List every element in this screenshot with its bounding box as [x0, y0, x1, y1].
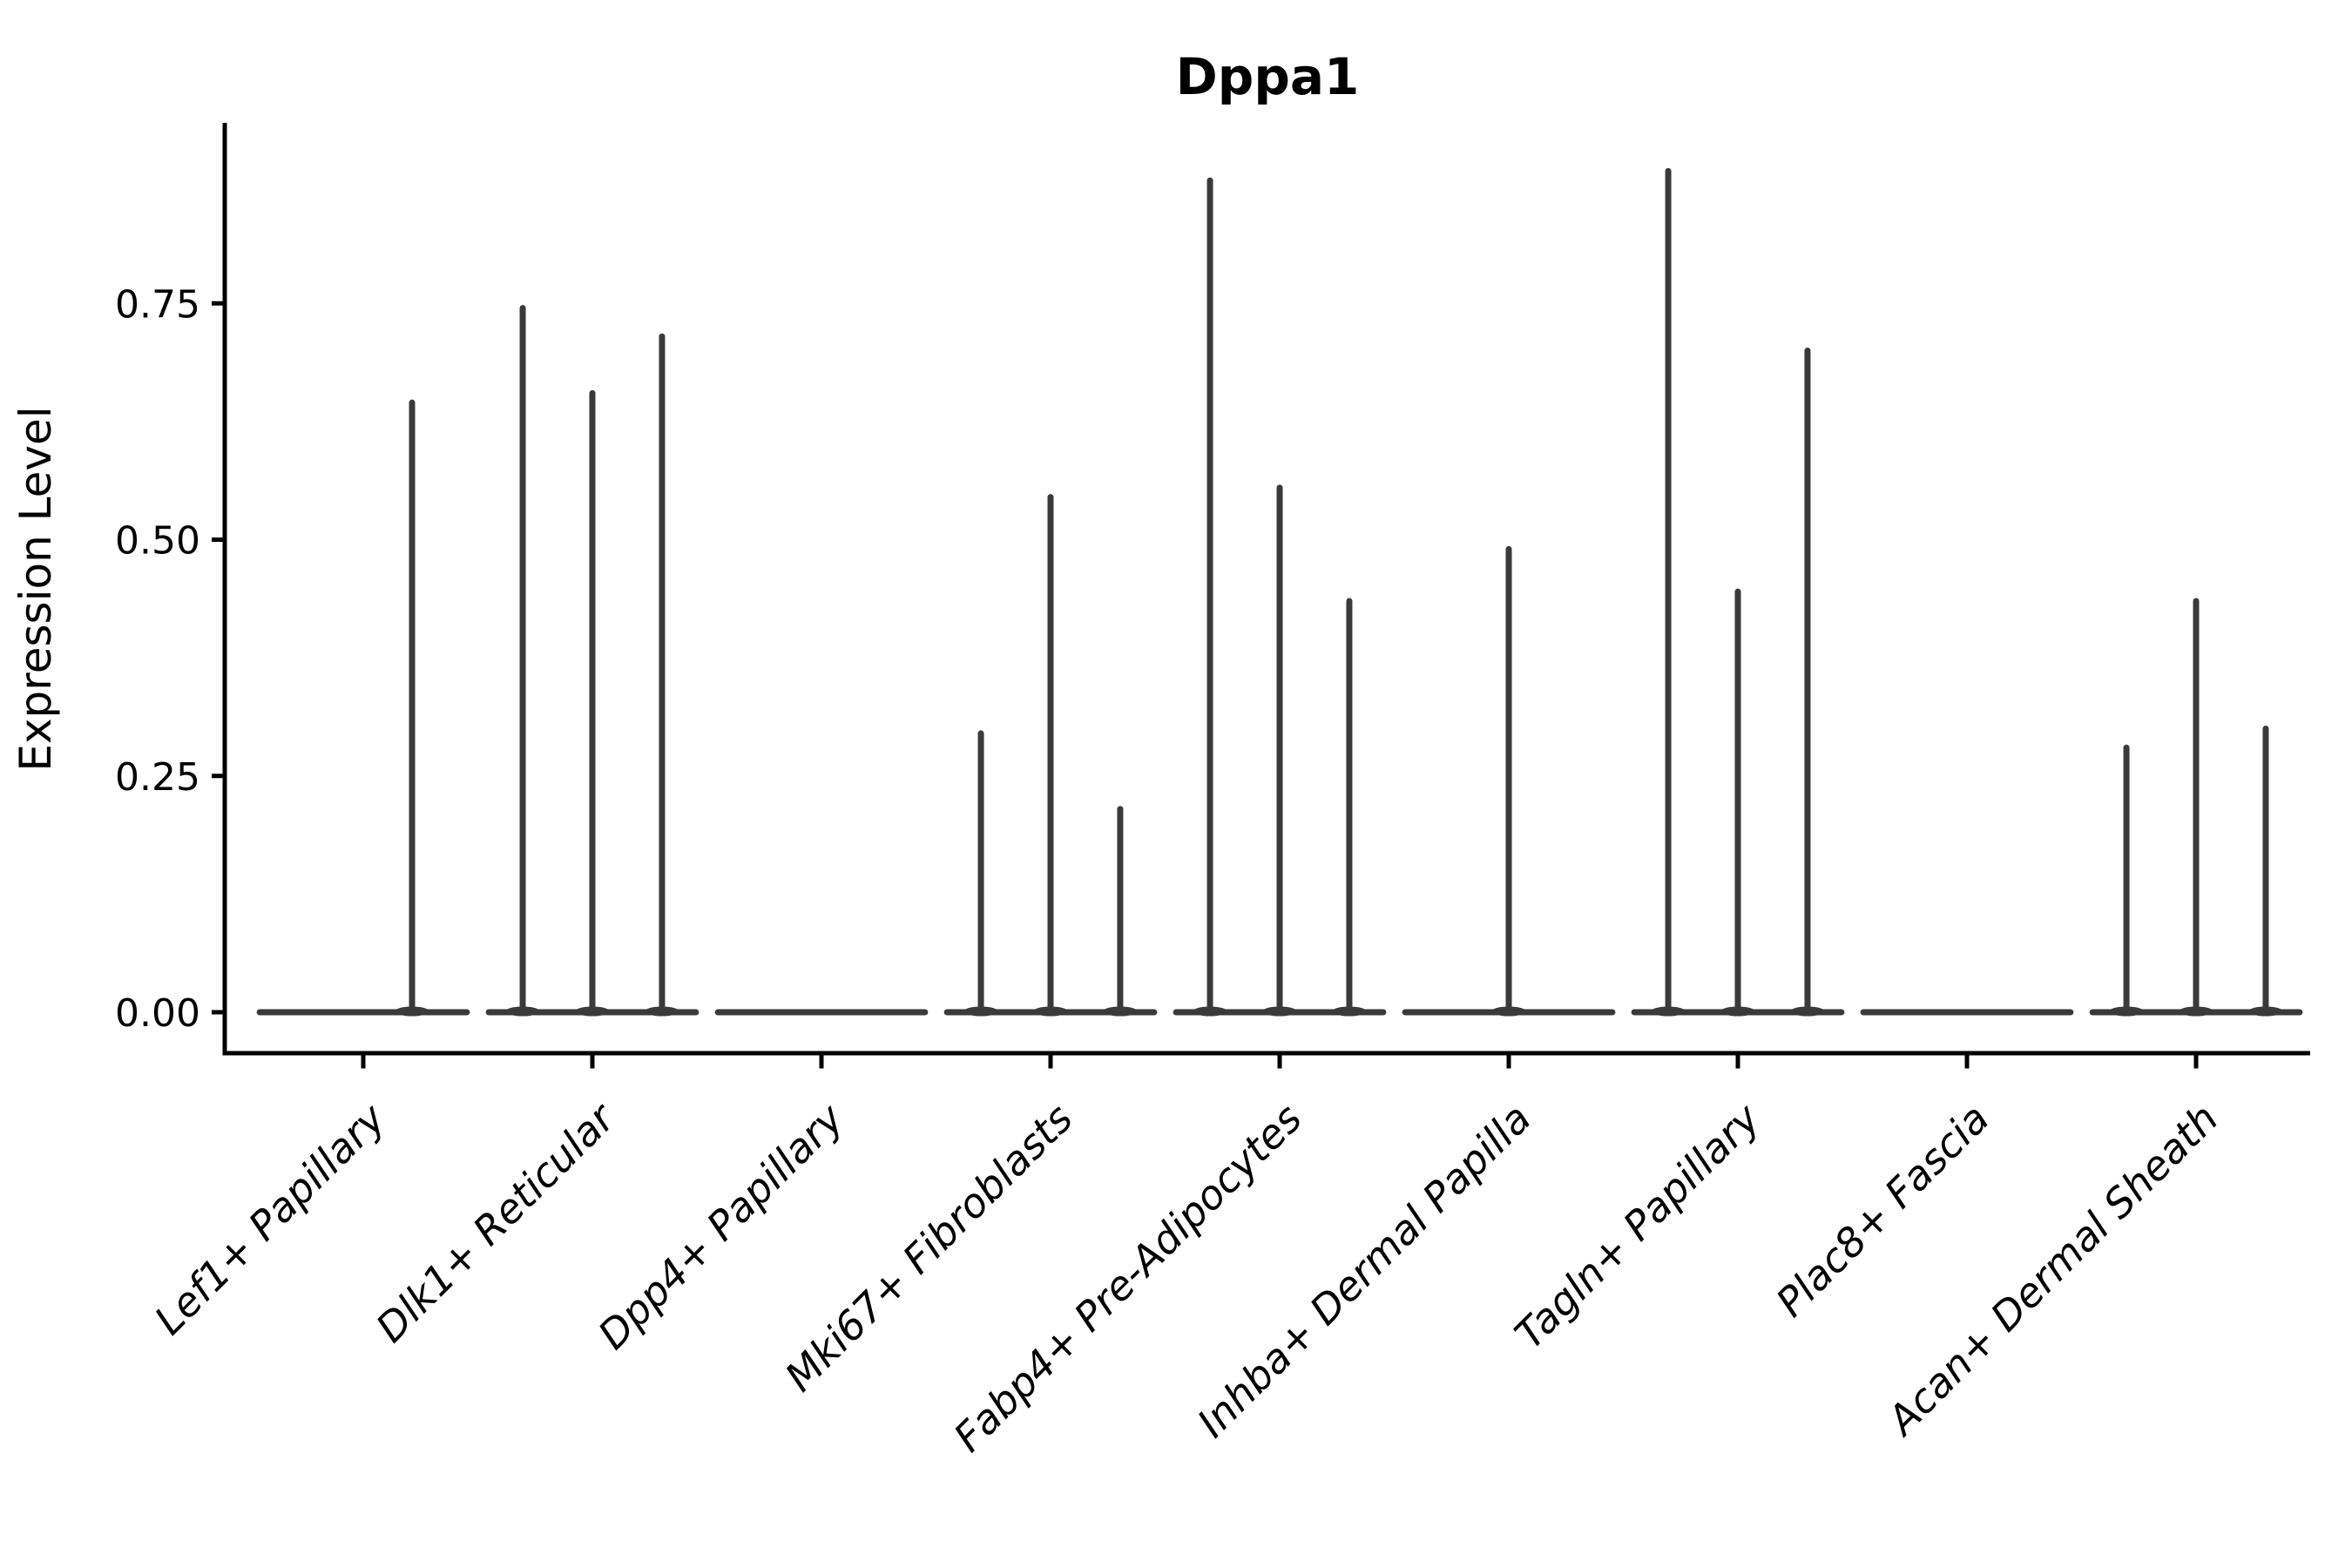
x-tick-label: Lef1+ Papillary — [145, 1094, 395, 1343]
violin-category-group — [256, 399, 470, 1017]
violin-category-group — [2089, 598, 2303, 1017]
y-tick-label: 0.75 — [115, 282, 200, 327]
y-tick-label: 0.50 — [115, 519, 200, 564]
chart-title: Dppa1 — [1176, 47, 1360, 106]
x-tick-label: Dlk1+ Reticular — [367, 1092, 625, 1351]
violin-category-group — [943, 494, 1158, 1017]
x-tick-label: Plac8+ Fascia — [1767, 1095, 1997, 1326]
violin-category-group — [1402, 545, 1616, 1017]
y-axis-label: Expression Level — [10, 406, 61, 771]
x-tick-label: Dpp4+ Papillary — [589, 1094, 853, 1358]
y-tick-label: 0.00 — [115, 991, 200, 1036]
y-tick-label: 0.25 — [115, 755, 200, 800]
violins — [256, 167, 2303, 1017]
violin-category-group — [1631, 167, 1845, 1017]
axes — [222, 123, 2310, 1056]
x-tick-label: Tagln+ Papillary — [1505, 1094, 1769, 1358]
violin-category-group — [1173, 177, 1387, 1017]
violin-category-group — [485, 305, 700, 1017]
y-axis-ticks: 0.00 0.25 0.50 0.75 — [115, 282, 225, 1036]
